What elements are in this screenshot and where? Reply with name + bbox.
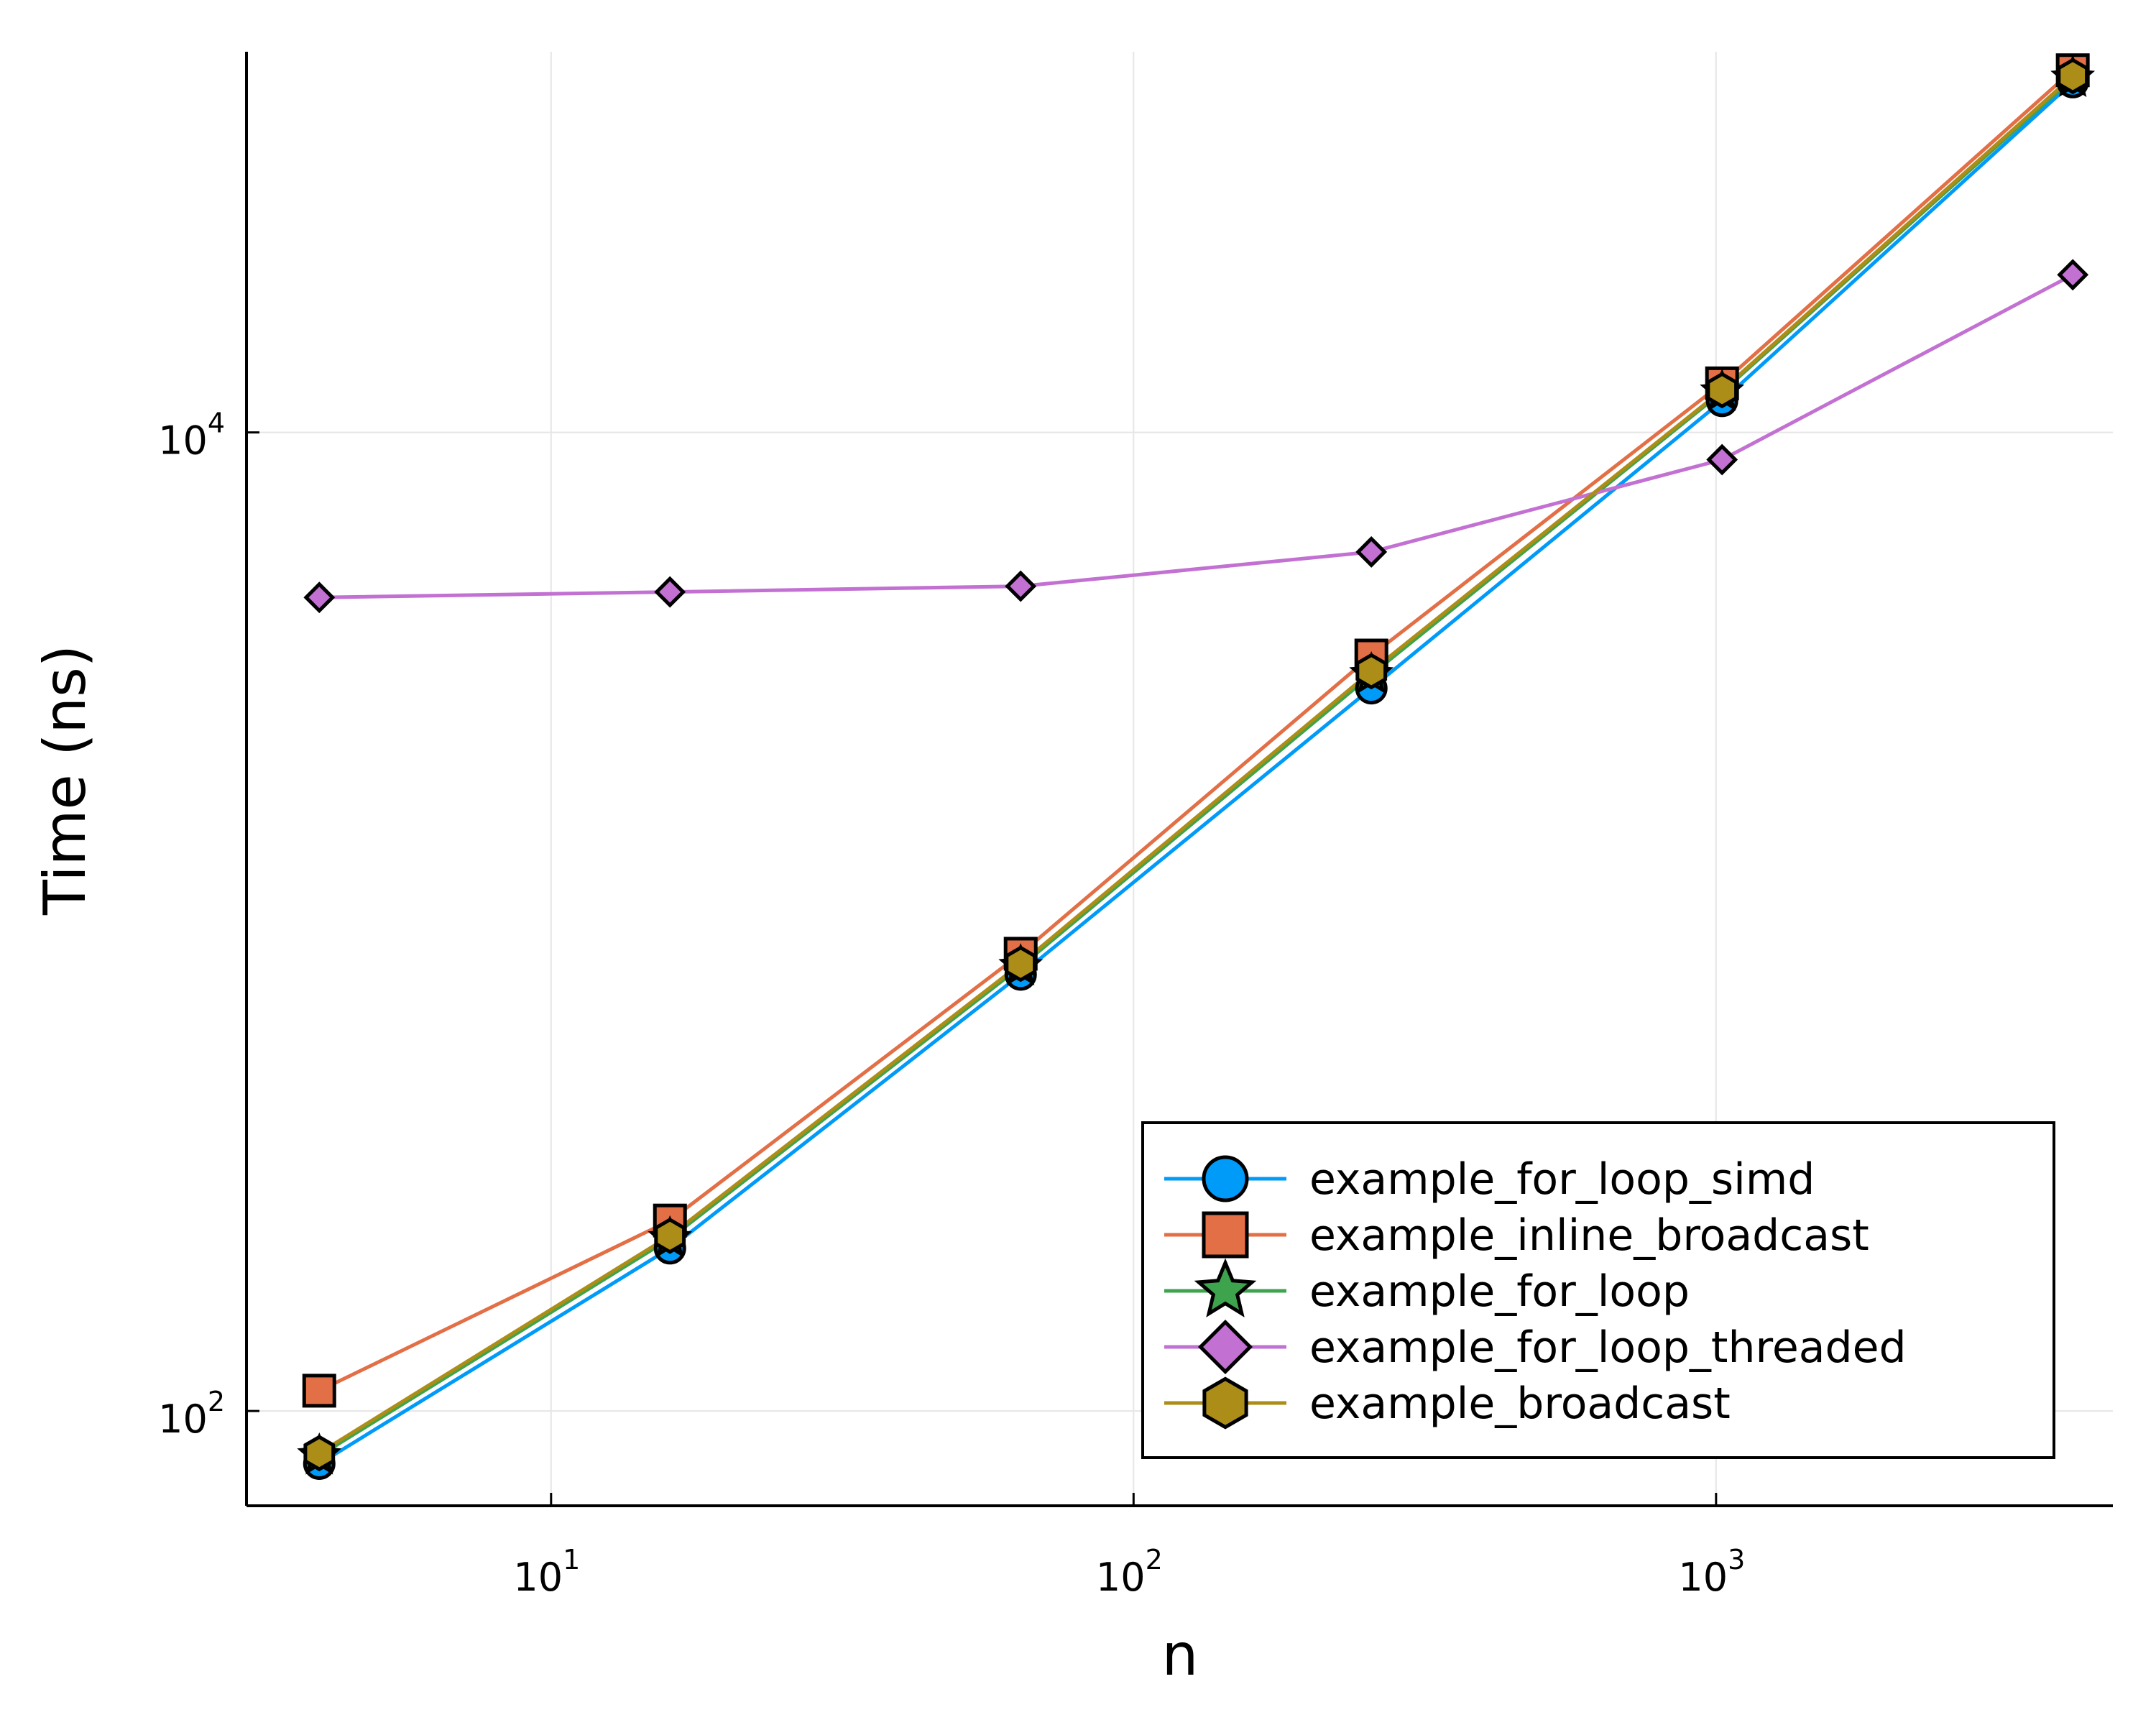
series-layer	[297, 53, 2096, 1481]
y-tick-label: 102	[158, 1386, 225, 1442]
series-markers-example_broadcast	[303, 58, 2089, 1471]
legend-item: example_for_loop	[1164, 1258, 1690, 1317]
data-point	[654, 576, 686, 608]
legend: example_for_loop_simdexample_inline_broa…	[1141, 1121, 2055, 1459]
data-point	[2057, 259, 2089, 291]
data-point	[1005, 570, 1037, 602]
legend-marker	[1202, 1376, 1248, 1430]
series-line-example_for_loop_threaded	[319, 273, 2074, 599]
legend-item: example_for_loop_simd	[1164, 1154, 1815, 1205]
data-point	[303, 1435, 336, 1471]
x-tick-label: 101	[513, 1544, 580, 1600]
data-point	[302, 1374, 336, 1408]
y-tick-label: 104	[158, 408, 225, 464]
data-point	[654, 1218, 686, 1254]
legend-marker	[1202, 1211, 1249, 1259]
legend-marker	[1202, 1155, 1249, 1202]
legend-box	[1141, 1121, 2055, 1459]
data-point	[1355, 535, 1388, 568]
data-point	[1706, 372, 1738, 409]
legend-label: example_inline_broadcast	[1309, 1210, 1869, 1261]
series-line-example_for_loop_simd	[318, 80, 2074, 1466]
x-axis-label: n	[1162, 1622, 1199, 1688]
legend-label: example_for_loop_simd	[1309, 1154, 1815, 1205]
data-point	[2057, 58, 2089, 95]
data-point	[303, 581, 336, 614]
y-axis-label: Time (ns)	[32, 645, 98, 916]
legend-marker	[1194, 1258, 1257, 1317]
data-point	[1706, 443, 1738, 476]
legend-label: example_broadcast	[1309, 1379, 1731, 1429]
legend-item: example_inline_broadcast	[1164, 1210, 1869, 1261]
series-line-example_inline_broadcast	[318, 68, 2074, 1393]
x-tick-label: 103	[1678, 1544, 1745, 1600]
ticks: 101 102 103 102 104	[158, 408, 1745, 1600]
x-tick-label: 102	[1096, 1544, 1163, 1600]
legend-marker	[1197, 1319, 1253, 1375]
data-point	[1005, 945, 1037, 983]
legend-item: example_broadcast	[1164, 1376, 1731, 1430]
legend-label: example_for_loop_threaded	[1309, 1322, 1907, 1373]
legend-item: example_for_loop_threaded	[1164, 1319, 1907, 1375]
series-line-example_broadcast	[318, 75, 2074, 1455]
legend-label: example_for_loop	[1309, 1266, 1690, 1317]
data-point	[1355, 653, 1388, 690]
series-markers-example_for_loop_threaded	[303, 259, 2089, 614]
axes	[245, 52, 2113, 1507]
